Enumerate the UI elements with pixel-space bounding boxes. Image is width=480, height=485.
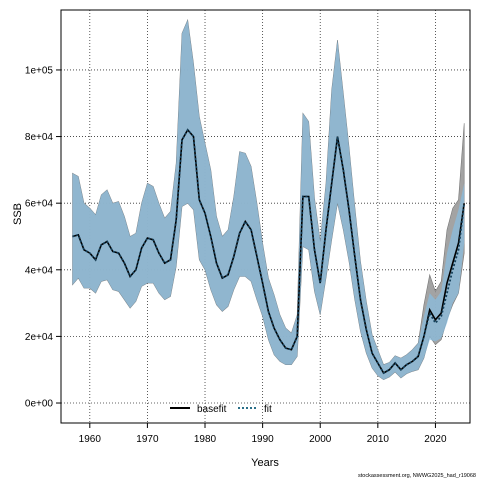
x-tick-label-1990: 1990: [251, 434, 274, 445]
legend-fit-label: fit: [264, 404, 272, 415]
x-tick-label-1980: 1980: [194, 434, 217, 445]
x-tick-label-1970: 1970: [136, 434, 159, 445]
y-tick-label-5: 1e+05: [25, 65, 54, 76]
series-lines: [72, 128, 466, 375]
x-tick-label-2010: 2010: [367, 434, 390, 445]
x-axis-label: Years: [251, 457, 279, 469]
y-tick-label-1: 2e+04: [25, 332, 54, 343]
confidence-bands: [72, 18, 465, 381]
plot-frame: [60, 9, 471, 424]
legend-basefit-label: basefit: [197, 404, 227, 415]
legend: basefit fit: [170, 404, 272, 415]
y-tick-label-2: 4e+04: [25, 265, 54, 276]
x-tick-label-2020: 2020: [424, 434, 447, 445]
x-tick-label-1960: 1960: [79, 434, 102, 445]
y-tick-label-4: 8e+04: [25, 132, 54, 143]
fit-line: [72, 128, 466, 375]
x-axis: 1960 1970 1980 1990 2000 2010 2020: [79, 423, 447, 445]
y-tick-label-0: 0e+00: [25, 399, 54, 410]
x-tick-label-2000: 2000: [309, 434, 332, 445]
watermark: stockassessment.org, NWWG2025_had_r19068: [358, 473, 476, 479]
fit-confidence-band: [72, 20, 465, 380]
y-axis: 0e+00 2e+04 4e+04 6e+04 8e+04 1e+05: [25, 65, 61, 410]
y-axis-label: SSB: [12, 203, 24, 225]
y-tick-label-3: 6e+04: [25, 199, 54, 210]
